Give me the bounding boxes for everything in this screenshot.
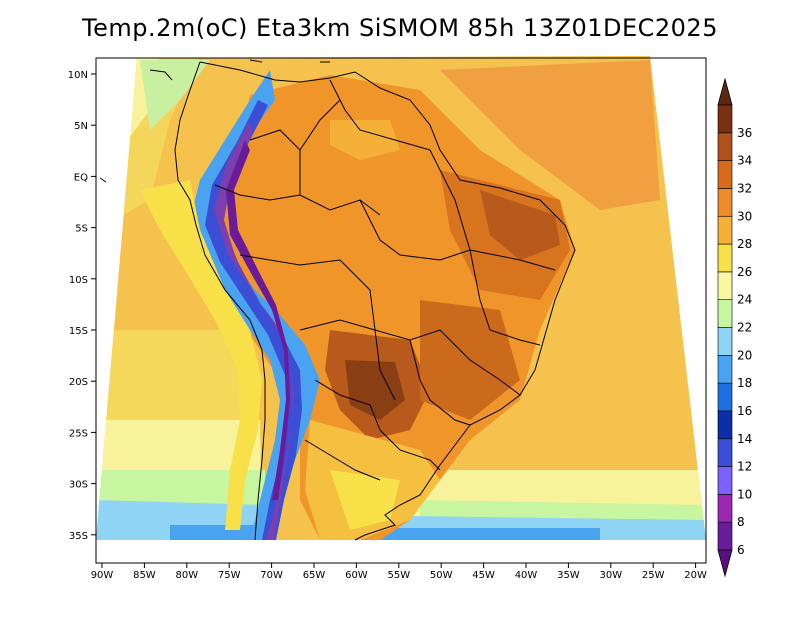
- colorbar-label: 20: [737, 348, 752, 362]
- colorbar-swatch: [717, 438, 733, 467]
- colorbar-swatch: [717, 299, 733, 328]
- colorbar-label: 32: [737, 181, 752, 195]
- lat-tick-label: 30S: [69, 480, 88, 491]
- colorbar-label: 6: [737, 543, 745, 557]
- plot-frame: [95, 57, 707, 564]
- longitude-axis: 90W 85W 80W 75W 70W 65W 60W 55W 50W 45W 40W 35W 30W 2…: [91, 563, 707, 581]
- colorbar-swatch: [717, 410, 733, 440]
- colorbar-swatch: [717, 466, 733, 495]
- colorbar-label: 16: [737, 404, 752, 418]
- colorbar-swatch: [717, 382, 733, 412]
- lon-tick-label: 70W: [260, 570, 283, 581]
- lon-tick-label: 30W: [599, 570, 622, 581]
- lat-tick-label: 15S: [69, 326, 88, 337]
- colorbar-label: 18: [737, 376, 752, 390]
- lon-tick-label: 65W: [303, 570, 326, 581]
- lat-tick-label: 25S: [69, 428, 88, 439]
- colorbar-swatch: [717, 521, 733, 551]
- colorbar-under-triangle: [717, 549, 733, 578]
- colorbar-swatch: [717, 215, 733, 245]
- lon-tick-label: 50W: [430, 570, 453, 581]
- colorbar: 6 8 10 12 14 16 18 20 22 24 26 28 30 32 34 36: [717, 77, 752, 578]
- colorbar-label: 14: [737, 432, 752, 446]
- lon-tick-label: 35W: [557, 570, 580, 581]
- lon-tick-label: 80W: [175, 570, 198, 581]
- colorbar-swatch: [717, 104, 733, 134]
- latitude-axis: 10N 5N EQ 5S 10S 15S 20S 25S 30S 35S: [68, 70, 96, 542]
- lat-tick-label: 20S: [69, 377, 88, 388]
- colorbar-label: 28: [737, 237, 752, 251]
- temperature-field: [96, 56, 706, 540]
- lon-tick-label: 20W: [684, 570, 707, 581]
- colorbar-label: 10: [737, 487, 752, 501]
- lat-tick-label: 35S: [69, 531, 88, 542]
- coastlines-borders: [99, 59, 576, 541]
- colorbar-label: 30: [737, 209, 752, 223]
- colorbar-swatch: [717, 355, 733, 384]
- colorbar-label: 12: [737, 460, 752, 474]
- colorbar-label: 36: [737, 126, 752, 140]
- colorbar-swatch: [717, 494, 733, 523]
- lon-tick-label: 40W: [515, 570, 538, 581]
- colorbar-swatch: [717, 132, 733, 161]
- lon-tick-label: 55W: [387, 570, 410, 581]
- lat-tick-label: 10N: [68, 70, 88, 81]
- colorbar-label: 34: [737, 154, 752, 168]
- colorbar-over-triangle: [717, 77, 733, 106]
- lat-tick-label: 10S: [69, 275, 88, 286]
- lat-tick-label: 5N: [74, 121, 88, 132]
- lat-tick-label: 5S: [75, 224, 88, 235]
- lon-tick-label: 60W: [345, 570, 368, 581]
- lon-tick-label: 90W: [91, 570, 114, 581]
- lat-tick-label: EQ: [74, 172, 88, 183]
- lon-tick-label: 85W: [133, 570, 156, 581]
- colorbar-swatch: [717, 160, 733, 189]
- lon-tick-label: 25W: [642, 570, 665, 581]
- colorbar-swatch: [717, 188, 733, 217]
- colorbar-label: 22: [737, 321, 752, 335]
- colorbar-label: 26: [737, 265, 752, 279]
- colorbar-label: 24: [737, 293, 752, 307]
- colorbar-swatch: [717, 271, 733, 300]
- colorbar-swatch: [717, 243, 733, 273]
- lon-tick-label: 75W: [218, 570, 241, 581]
- map-title: Temp.2m(oC) Eta3km SiSMOM 85h 13Z01DEC20…: [82, 14, 718, 42]
- colorbar-label: 8: [737, 515, 745, 529]
- lon-tick-label: 45W: [472, 570, 495, 581]
- colorbar-swatch: [717, 327, 733, 356]
